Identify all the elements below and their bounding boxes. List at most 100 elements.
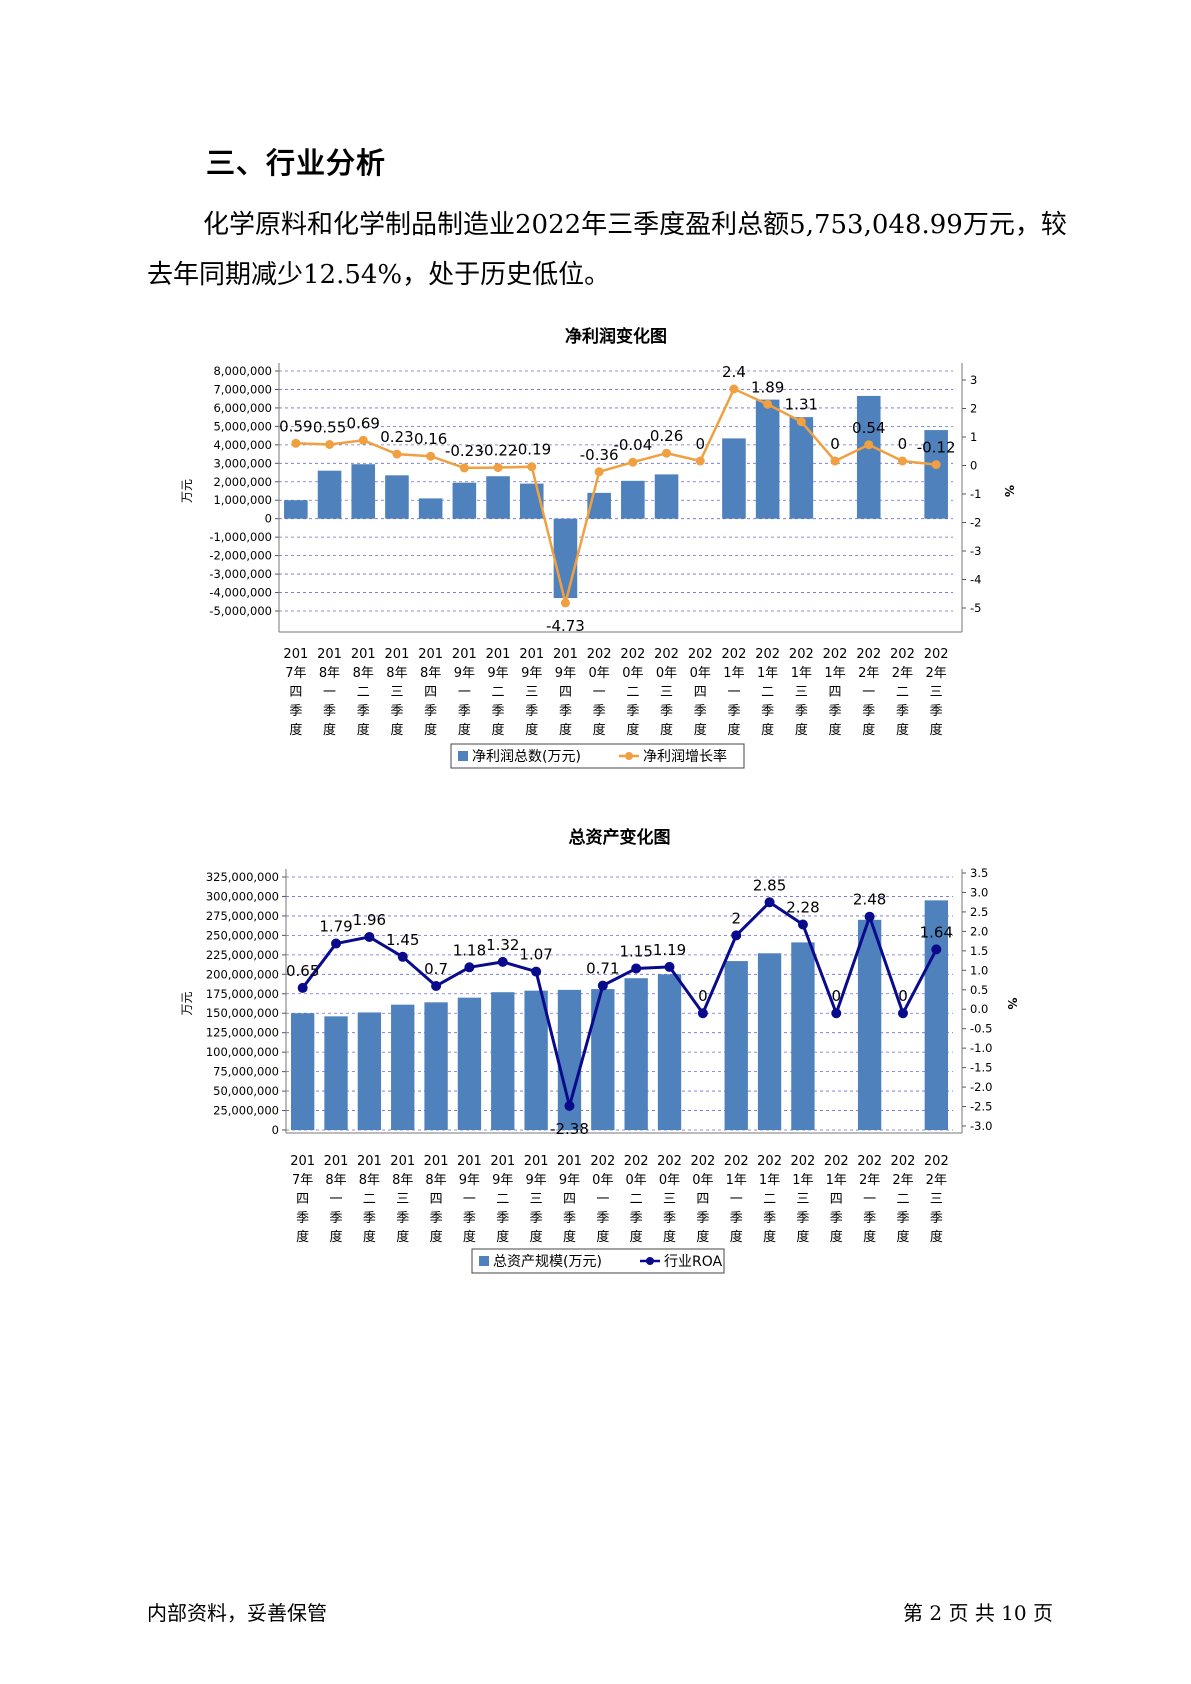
y2-tick-label: 1.5 <box>970 944 988 958</box>
line-point <box>325 440 335 449</box>
x-tick-label: 季 <box>330 1211 343 1226</box>
y-tick-label: 1,000,000 <box>213 493 272 507</box>
bar <box>317 470 342 519</box>
line-point <box>864 440 874 450</box>
x-tick-label: 9年 <box>454 666 475 681</box>
x-tick-label: 1年 <box>726 1173 747 1188</box>
y2-tick-label: -1.0 <box>970 1041 992 1055</box>
x-tick-label: 二 <box>363 1192 376 1207</box>
x-tick-label: 度 <box>830 1229 843 1245</box>
x-tick-label: 三 <box>663 1192 676 1207</box>
data-label: 1.96 <box>353 911 386 929</box>
x-tick-label: 度 <box>763 1229 776 1245</box>
x-tick-label: 季 <box>323 704 336 719</box>
data-label: 1.19 <box>653 941 686 959</box>
x-tick-label: 一 <box>727 685 740 700</box>
x-tick-label: 1年 <box>826 1173 847 1188</box>
x-tick-label: 度 <box>626 722 639 738</box>
y-tick-label: 150,000,000 <box>206 1006 279 1020</box>
y-tick-label: 2,000,000 <box>213 475 272 489</box>
line-point <box>631 963 642 974</box>
x-tick-label: 度 <box>525 722 538 738</box>
legend-box <box>450 743 745 769</box>
data-label: 2.85 <box>753 876 786 894</box>
line-point <box>628 457 638 467</box>
x-tick-label: 1年 <box>791 666 812 681</box>
x-tick-label: 度 <box>862 722 875 738</box>
x-tick-label: 1年 <box>757 666 778 681</box>
bar <box>491 992 515 1130</box>
y2-tick-label: 1 <box>970 430 977 444</box>
y-tick-label: -5,000,000 <box>209 604 272 618</box>
line-point <box>594 467 604 477</box>
x-tick-label: 四 <box>296 1192 309 1207</box>
x-tick-label: 季 <box>525 704 538 719</box>
y-axis-title: 万元 <box>180 991 194 1015</box>
data-label: 0.7 <box>424 960 448 978</box>
x-tick-label: 三 <box>795 685 808 700</box>
bar <box>357 1012 382 1130</box>
x-tick-label: 二 <box>761 685 774 700</box>
x-tick-label: 201 <box>290 1154 315 1169</box>
x-tick-label: 度 <box>323 722 336 738</box>
x-tick-label: 202 <box>624 1154 649 1169</box>
legend-box <box>471 1248 725 1274</box>
footer-confidential: 内部资料，妥善保管 <box>147 1601 327 1625</box>
x-tick-label: 季 <box>289 704 302 719</box>
y-tick-label: 7,000,000 <box>213 382 272 396</box>
data-label: 1.18 <box>453 941 486 959</box>
bar <box>924 430 948 519</box>
bar <box>856 395 881 519</box>
y-tick-label: 325,000,000 <box>206 870 279 884</box>
x-tick-label: 季 <box>390 704 403 719</box>
data-label: 0 <box>695 435 705 453</box>
bar <box>424 1002 448 1130</box>
x-tick-label: 三 <box>796 1192 809 1207</box>
legend-line-label: 行业ROA <box>664 1254 723 1270</box>
x-tick-label: 度 <box>630 1229 643 1245</box>
bar <box>452 482 477 519</box>
x-tick-label: 度 <box>896 722 909 738</box>
line-point <box>830 456 840 466</box>
line-point <box>831 1008 842 1019</box>
x-tick-label: 8年 <box>325 1173 346 1188</box>
y-tick-label: 75,000,000 <box>213 1065 279 1079</box>
bar <box>524 990 548 1130</box>
x-tick-label: 201 <box>424 1154 449 1169</box>
y2-tick-label: 2 <box>970 402 977 416</box>
bar <box>757 953 782 1130</box>
x-tick-label: 9年 <box>559 1173 580 1188</box>
x-tick-label: 三 <box>530 1192 543 1207</box>
data-label: 0.55 <box>313 419 346 437</box>
x-tick-label: 201 <box>519 647 544 662</box>
x-tick-label: 0年 <box>659 1173 680 1188</box>
data-label: -0.19 <box>512 441 551 459</box>
x-tick-label: 四 <box>430 1192 443 1207</box>
x-tick-label: 0年 <box>692 1173 713 1188</box>
line-point <box>560 598 570 608</box>
x-tick-label: 二 <box>763 1192 776 1207</box>
line-point <box>564 1100 575 1111</box>
y-tick-label: 275,000,000 <box>206 909 279 923</box>
x-tick-label: 一 <box>458 685 471 700</box>
x-tick-label: 度 <box>829 722 842 738</box>
y2-tick-label: 3.0 <box>970 885 988 899</box>
total-assets-chart: 总资产变化图325,000,000300,000,000275,000,0002… <box>180 827 1019 1274</box>
y-tick-label: 250,000,000 <box>206 928 279 942</box>
x-tick-label: 2年 <box>858 666 879 681</box>
y2-axis-title: % <box>1005 997 1019 1009</box>
x-tick-label: 201 <box>557 1154 582 1169</box>
bar <box>755 399 780 519</box>
x-tick-label: 季 <box>896 704 909 719</box>
y-tick-label: 175,000,000 <box>206 987 279 1001</box>
x-tick-label: 201 <box>457 1154 482 1169</box>
x-tick-label: 季 <box>660 704 673 719</box>
bar <box>385 475 409 519</box>
y2-tick-label: -2 <box>970 516 981 530</box>
x-tick-label: 度 <box>296 1229 309 1245</box>
x-tick-label: 季 <box>930 704 943 719</box>
x-tick-label: 9年 <box>459 1173 480 1188</box>
y-tick-label: 25,000,000 <box>213 1104 279 1118</box>
legend-line-label: 净利润增长率 <box>643 748 727 765</box>
x-tick-label: 201 <box>324 1154 349 1169</box>
